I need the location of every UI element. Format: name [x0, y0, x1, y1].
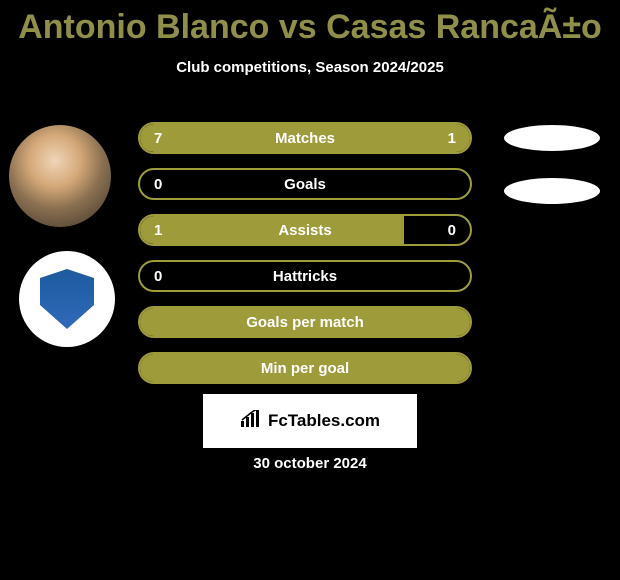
player-photo-left [9, 125, 111, 227]
club-badge-right [504, 178, 600, 204]
stat-row-min-per-goal: Min per goal [138, 352, 472, 384]
stat-fill-right [404, 124, 470, 152]
footer-brand-badge: FcTables.com [203, 394, 417, 448]
stat-label: Min per goal [261, 360, 349, 377]
stat-fill-left [140, 124, 404, 152]
stat-row-matches: 7 Matches 1 [138, 122, 472, 154]
stat-value-left: 0 [154, 268, 162, 285]
stat-label: Goals per match [246, 314, 364, 331]
chart-icon [240, 410, 262, 433]
stats-container: 7 Matches 1 0 Goals 1 Assists 0 0 Hattri… [138, 122, 472, 398]
footer-date: 30 october 2024 [253, 455, 366, 472]
club-shield-icon [37, 269, 97, 329]
stat-value-left: 1 [154, 222, 162, 239]
page-title: Antonio Blanco vs Casas RancaÃ±o [0, 0, 620, 47]
footer-brand-text: FcTables.com [268, 411, 380, 431]
stat-value-left: 7 [154, 130, 162, 147]
stat-value-right: 1 [448, 130, 456, 147]
stat-value-right: 0 [448, 222, 456, 239]
stat-label: Goals [284, 176, 326, 193]
stat-row-goals-per-match: Goals per match [138, 306, 472, 338]
stat-value-left: 0 [154, 176, 162, 193]
stat-row-assists: 1 Assists 0 [138, 214, 472, 246]
stat-fill-left [140, 216, 404, 244]
club-badge-left [19, 251, 115, 347]
stat-row-hattricks: 0 Hattricks [138, 260, 472, 292]
stat-label: Matches [275, 130, 335, 147]
stat-label: Assists [278, 222, 331, 239]
stat-row-goals: 0 Goals [138, 168, 472, 200]
stat-label: Hattricks [273, 268, 337, 285]
subtitle: Club competitions, Season 2024/2025 [0, 59, 620, 76]
player-photo-right [504, 125, 600, 151]
